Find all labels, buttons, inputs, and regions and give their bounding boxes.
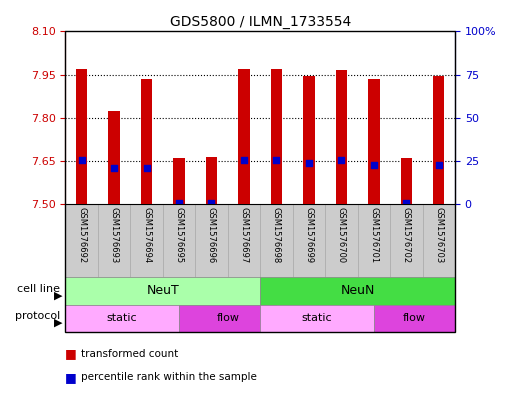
Bar (293, 204, 325, 277)
Bar (228, 204, 260, 277)
Point (110, 165, 118, 171)
Point (305, 160, 313, 166)
Text: static: static (107, 313, 138, 323)
Text: ■: ■ (65, 371, 77, 384)
Text: ▶: ▶ (54, 290, 63, 301)
Text: flow: flow (216, 313, 239, 323)
Text: NeuN: NeuN (340, 284, 375, 298)
Text: percentile rank within the sample: percentile rank within the sample (81, 372, 257, 382)
Text: static: static (302, 313, 332, 323)
Text: GSM1576694: GSM1576694 (142, 207, 151, 263)
Bar (173, 158, 185, 204)
Text: GSM1576695: GSM1576695 (175, 207, 184, 263)
Point (207, 200, 215, 206)
Bar (374, 305, 455, 332)
Bar (260, 277, 455, 305)
Bar (65, 204, 98, 277)
Text: GSM1576696: GSM1576696 (207, 207, 216, 263)
Point (402, 200, 411, 206)
Point (240, 156, 248, 163)
Bar (401, 158, 412, 204)
Text: cell line: cell line (17, 284, 60, 294)
Point (337, 156, 346, 163)
Bar (206, 157, 217, 204)
Bar (336, 70, 347, 204)
Text: transformed count: transformed count (81, 349, 178, 359)
Bar (179, 305, 277, 332)
Text: GSM1576700: GSM1576700 (337, 207, 346, 263)
Bar (358, 204, 390, 277)
Text: GSM1576703: GSM1576703 (434, 207, 444, 263)
Text: ■: ■ (65, 347, 77, 360)
Bar (433, 76, 445, 204)
Bar (271, 69, 282, 204)
Bar (76, 69, 87, 204)
Point (435, 162, 443, 169)
Bar (65, 277, 260, 305)
Bar (195, 204, 228, 277)
Title: GDS5800 / ILMN_1733554: GDS5800 / ILMN_1733554 (169, 15, 351, 29)
Bar (65, 305, 179, 332)
Bar (141, 79, 152, 204)
Bar (423, 204, 455, 277)
Bar (325, 204, 358, 277)
Bar (130, 204, 163, 277)
Text: GSM1576692: GSM1576692 (77, 207, 86, 263)
Bar (260, 204, 293, 277)
Point (272, 156, 281, 163)
Text: GSM1576698: GSM1576698 (272, 207, 281, 263)
Text: GSM1576701: GSM1576701 (369, 207, 378, 263)
Point (142, 165, 151, 171)
Text: protocol: protocol (15, 311, 60, 321)
Bar (108, 111, 120, 204)
Text: GSM1576702: GSM1576702 (402, 207, 411, 263)
Point (370, 162, 378, 169)
Bar (390, 204, 423, 277)
Bar (98, 204, 130, 277)
Bar (238, 69, 249, 204)
Bar (163, 204, 195, 277)
Bar (368, 79, 380, 204)
Text: NeuT: NeuT (146, 284, 179, 298)
Point (175, 200, 183, 206)
Text: ▶: ▶ (54, 318, 63, 328)
Text: GSM1576699: GSM1576699 (304, 207, 313, 263)
Text: flow: flow (403, 313, 426, 323)
Point (77, 156, 86, 163)
Text: GSM1576693: GSM1576693 (110, 207, 119, 263)
Bar (260, 305, 374, 332)
Bar (303, 76, 314, 204)
Text: GSM1576697: GSM1576697 (240, 207, 248, 263)
